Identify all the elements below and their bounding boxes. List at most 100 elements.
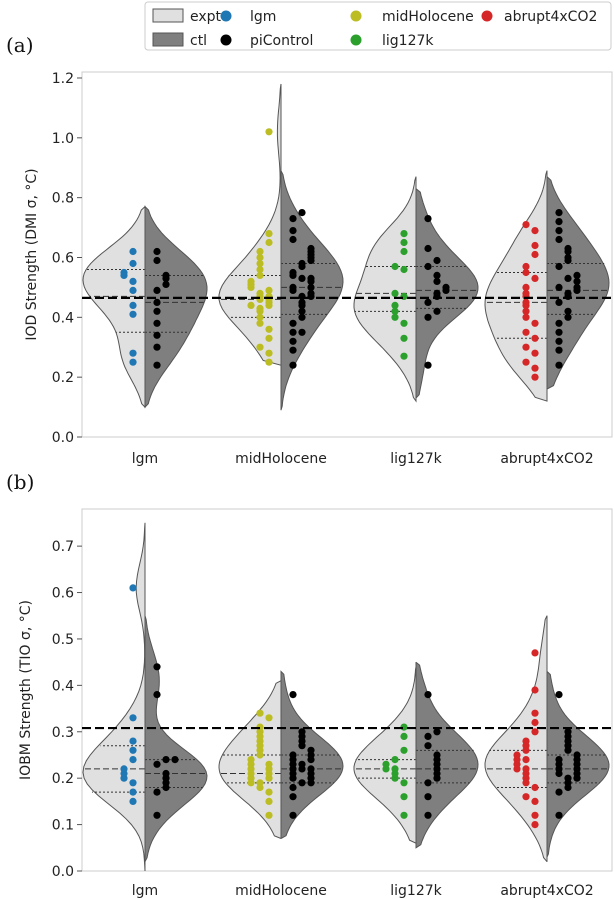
data-point-ctl: [555, 328, 563, 336]
data-point-ctl: [555, 691, 563, 699]
data-point-expt: [265, 334, 273, 342]
data-point-ctl: [153, 788, 161, 796]
data-point-expt: [129, 349, 137, 357]
data-point-ctl: [298, 779, 306, 787]
violin-half-expt: [82, 522, 146, 872]
data-point-ctl: [153, 307, 161, 315]
data-point-ctl: [153, 361, 161, 369]
y-tick-label: 0.8: [52, 191, 74, 207]
data-point-expt: [265, 358, 273, 366]
data-point-ctl: [564, 774, 572, 782]
data-point-ctl: [442, 283, 450, 291]
data-point-expt: [391, 756, 399, 764]
data-point-expt: [256, 253, 264, 262]
data-point-ctl: [433, 277, 441, 285]
violin-half-ctl: [144, 615, 208, 862]
data-point-expt: [531, 241, 539, 250]
y-tick-label: 0.6: [52, 250, 74, 266]
data-point-ctl: [555, 227, 563, 235]
data-point-ctl: [424, 262, 432, 271]
data-point-ctl: [298, 274, 306, 282]
y-tick-label: 0.2: [52, 370, 74, 386]
data-point-expt: [531, 364, 539, 372]
y-tick-label: 0.5: [52, 632, 74, 648]
data-point-ctl: [153, 319, 161, 327]
data-point-expt: [265, 238, 273, 247]
data-point-ctl: [289, 751, 297, 759]
data-point-expt: [265, 797, 273, 806]
data-point-ctl: [307, 244, 315, 253]
data-point-ctl: [153, 760, 161, 768]
y-tick-label: 0.0: [52, 430, 74, 446]
x-tick-label: midHolocene: [235, 451, 327, 467]
violin-half-expt: [218, 83, 282, 366]
data-point-ctl: [564, 244, 572, 253]
data-point-expt: [522, 289, 530, 297]
data-point-expt: [531, 334, 539, 342]
data-point-ctl: [298, 728, 306, 736]
legend-label-abrupt4xCO2: abrupt4xCO2: [504, 9, 597, 25]
data-point-ctl: [424, 244, 432, 253]
data-point-expt: [247, 756, 255, 764]
y-tick-label: 1.0: [52, 131, 74, 147]
data-point-expt: [391, 262, 399, 271]
data-point-ctl: [289, 235, 297, 244]
data-point-ctl: [573, 277, 581, 285]
data-point-expt: [256, 247, 264, 256]
data-point-expt: [265, 714, 273, 722]
data-point-ctl: [424, 298, 432, 306]
violin-midHolocene: [218, 83, 344, 411]
data-point-ctl: [298, 209, 306, 217]
legend-label-piControl: piControl: [250, 33, 313, 49]
data-point-ctl: [289, 268, 297, 277]
data-point-ctl: [289, 361, 297, 369]
data-point-ctl: [298, 760, 306, 768]
data-point-ctl: [573, 751, 581, 759]
data-point-ctl: [555, 218, 563, 226]
data-point-ctl: [298, 298, 306, 306]
data-point-expt: [129, 714, 137, 722]
data-point-ctl: [564, 728, 572, 736]
y-tick-label: 0.4: [52, 678, 74, 694]
data-point-expt: [265, 286, 273, 294]
data-point-expt: [400, 793, 408, 801]
data-point-expt: [400, 746, 408, 754]
data-point-expt: [522, 283, 530, 291]
data-point-ctl: [298, 307, 306, 315]
data-point-expt: [522, 358, 530, 366]
violin-lgm: [82, 205, 208, 409]
data-point-expt: [400, 352, 408, 360]
data-point-expt: [256, 289, 264, 297]
panel-label: (b): [6, 470, 34, 494]
violin-half-ctl: [415, 661, 479, 849]
legend-label-expt: expt: [190, 9, 222, 25]
data-point-ctl: [433, 728, 441, 736]
data-point-ctl: [289, 328, 297, 336]
violin-half-expt: [353, 666, 417, 844]
data-point-ctl: [153, 663, 161, 671]
data-point-ctl: [289, 337, 297, 345]
data-point-ctl: [555, 346, 563, 354]
data-point-expt: [129, 788, 137, 796]
violin-midHolocene: [218, 670, 344, 839]
legend-label-lgm: lgm: [250, 9, 276, 25]
data-point-expt: [522, 765, 530, 773]
data-point-ctl: [573, 271, 581, 279]
x-tick-label: midHolocene: [235, 883, 327, 899]
data-point-ctl: [307, 283, 315, 291]
data-point-expt: [531, 709, 539, 717]
violin-lgm: [82, 522, 208, 872]
data-point-expt: [256, 304, 264, 312]
data-point-ctl: [289, 319, 297, 327]
violin-abrupt4xCO2: [484, 170, 610, 402]
violin-half-ctl: [144, 205, 208, 409]
data-point-expt: [256, 313, 264, 321]
violin-lig127k: [353, 176, 479, 403]
data-point-expt: [522, 793, 530, 801]
legend-dot-midHolocene: [350, 10, 362, 22]
data-point-ctl: [424, 215, 432, 223]
data-point-ctl: [153, 298, 161, 306]
data-point-expt: [522, 343, 530, 351]
data-point-ctl: [433, 307, 441, 315]
data-point-expt: [256, 779, 264, 787]
